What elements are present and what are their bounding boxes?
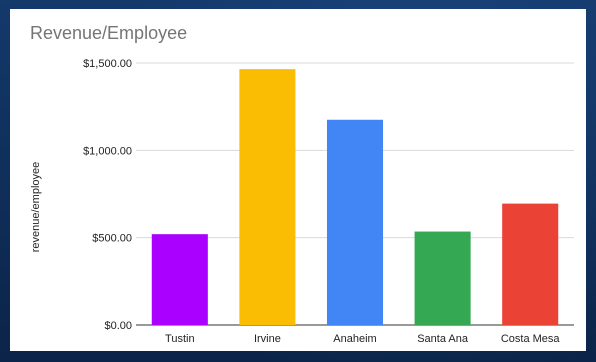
y-axis-label: revenue/employee xyxy=(30,162,42,253)
x-tick-label: Tustin xyxy=(165,333,195,345)
x-tick-label: Irvine xyxy=(254,333,281,345)
chart-panel: Revenue/Employee $0.00 $500.00 $1,000.00 $1… xyxy=(10,9,586,351)
bar-irvine xyxy=(239,69,296,325)
x-axis-ticks: Tustin Irvine Anaheim Santa Ana Costa Mesa xyxy=(165,333,560,345)
y-tick-label: $0.00 xyxy=(104,320,132,332)
bar-tustin xyxy=(151,234,208,325)
chart-title: Revenue/Employee xyxy=(30,23,187,43)
y-tick-label: $500.00 xyxy=(92,233,132,245)
y-axis-ticks: $0.00 $500.00 $1,000.00 $1,500.00 xyxy=(83,58,132,332)
bar-anaheim xyxy=(326,119,384,326)
x-tick-label: Costa Mesa xyxy=(501,333,561,345)
bars xyxy=(151,69,559,326)
y-tick-label: $1,500.00 xyxy=(83,58,132,70)
y-tick-label: $1,000.00 xyxy=(83,145,132,157)
bar-chart: Revenue/Employee $0.00 $500.00 $1,000.00 $1… xyxy=(30,23,574,345)
x-tick-label: Anaheim xyxy=(333,333,376,345)
x-tick-label: Santa Ana xyxy=(417,333,469,345)
bar-costa-mesa xyxy=(502,203,559,325)
bar-santa-ana xyxy=(414,231,471,325)
